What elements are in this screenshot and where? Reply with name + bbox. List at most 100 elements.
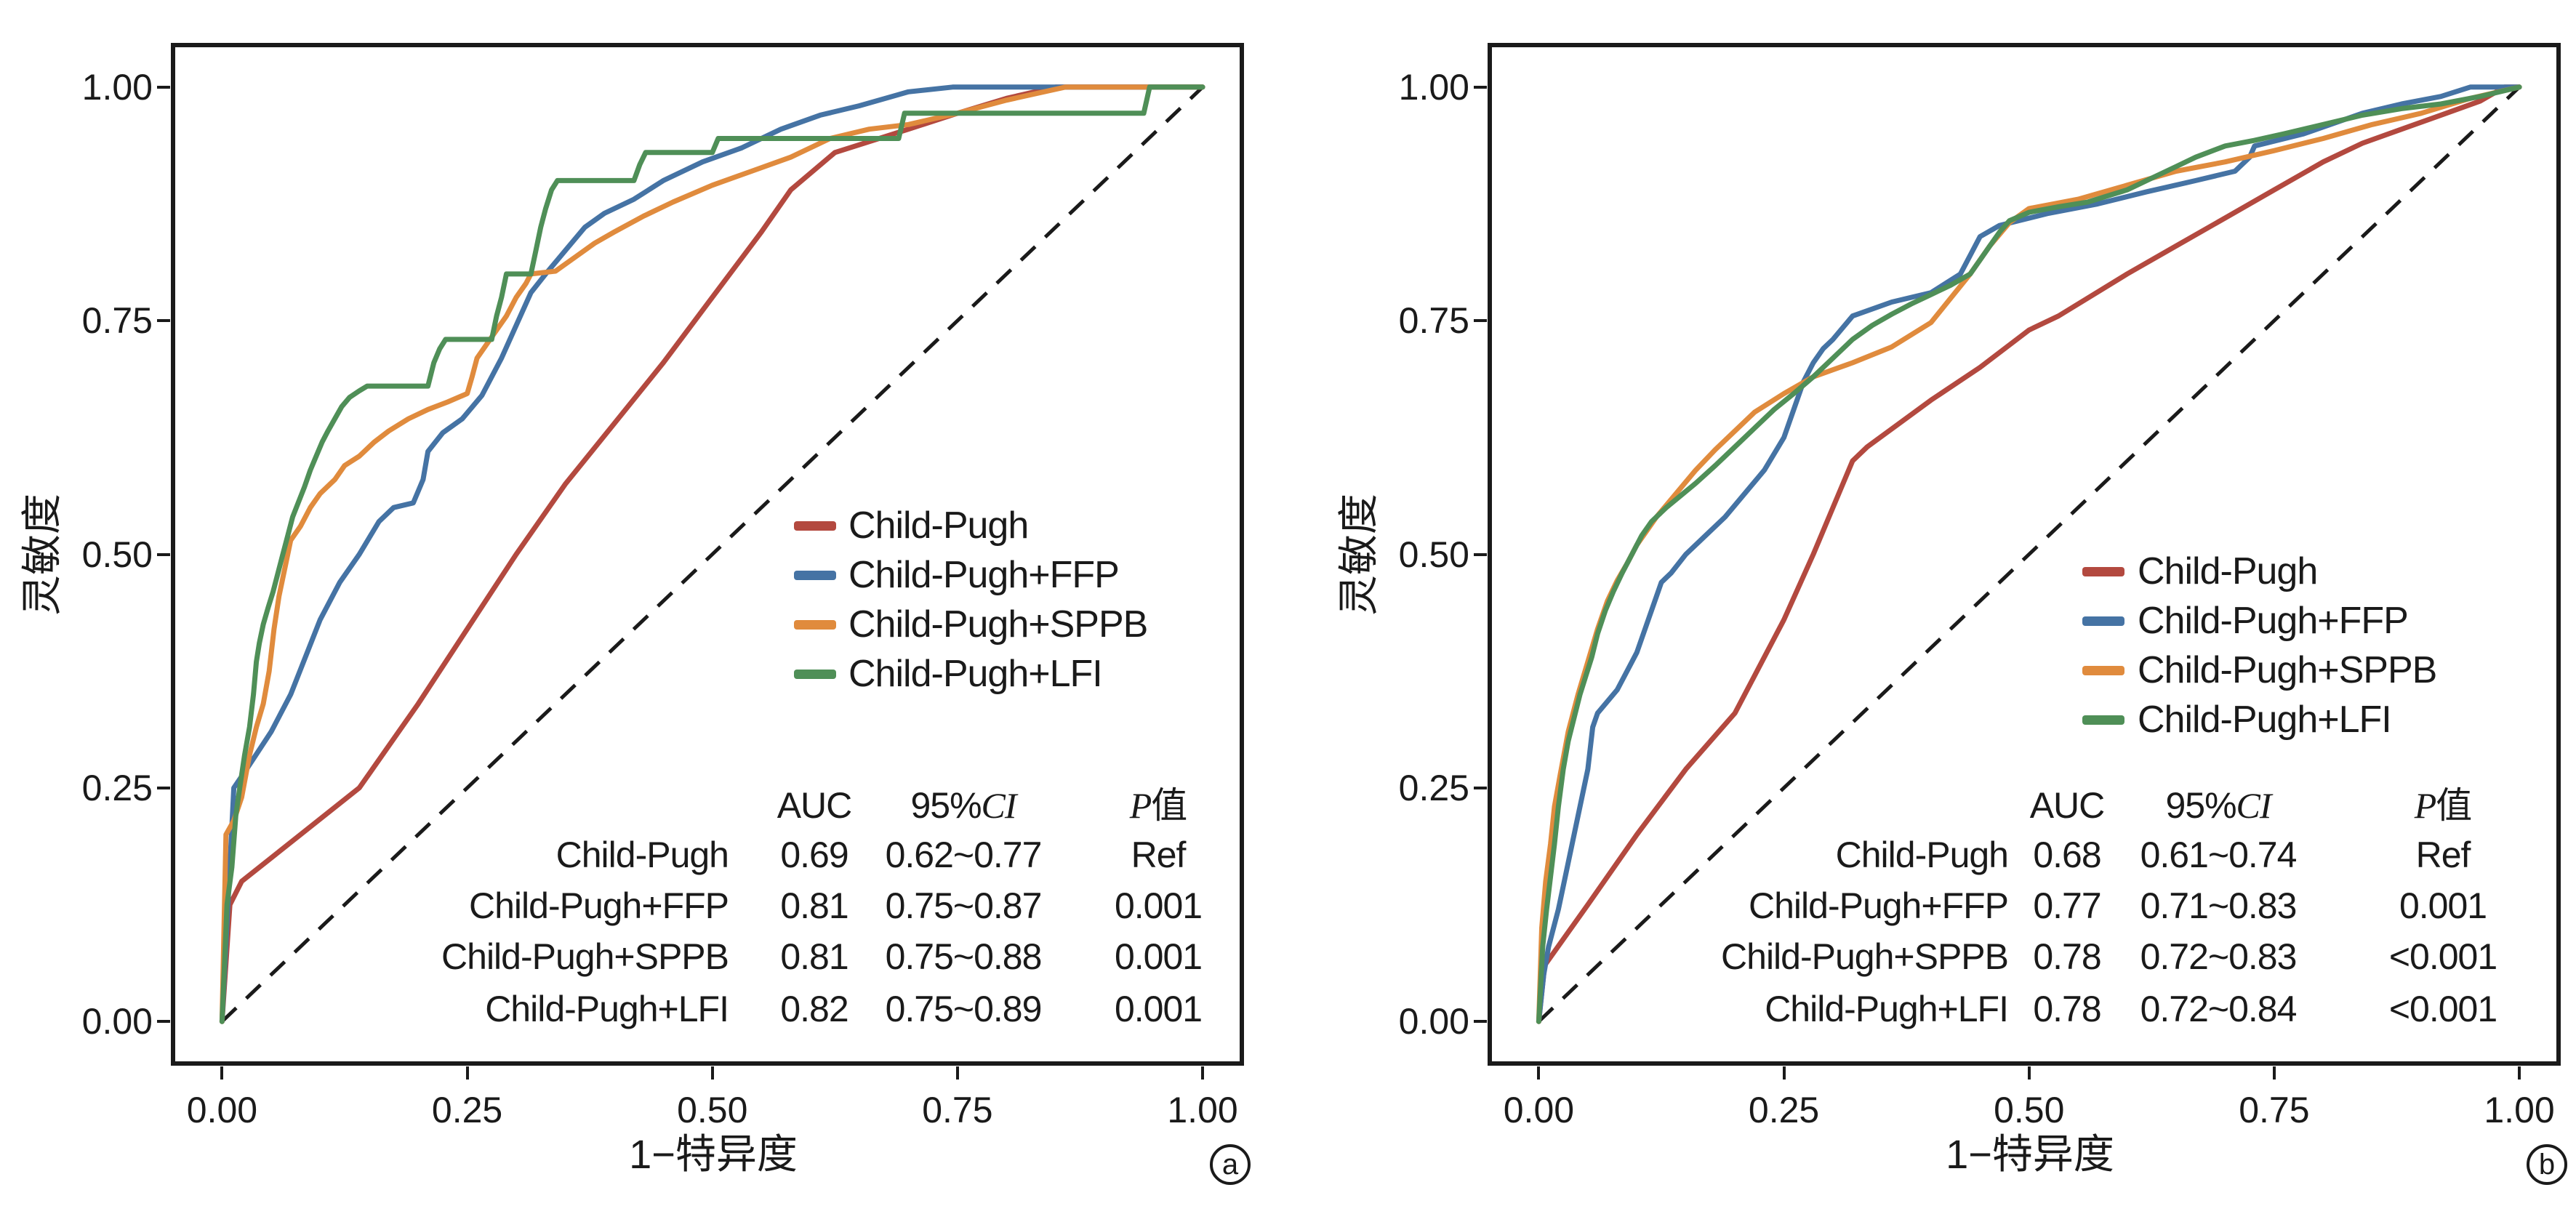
x-tick-a <box>465 1066 469 1080</box>
roc-curve-a-child-pugh-lfi <box>219 84 1205 1024</box>
legend-swatch-a-3 <box>794 670 836 679</box>
stats-row-p-b-1: 0.001 <box>2399 885 2487 926</box>
x-tick-a <box>955 1066 959 1080</box>
stats-header-ci-italic-a: CI <box>981 785 1017 826</box>
stats-row-auc-a-2: 0.81 <box>780 936 848 977</box>
stats-row-p-b-3: <0.001 <box>2388 989 2497 1029</box>
y-tick-label-b: 1.00 <box>1398 66 1469 108</box>
stats-header-ci-italic-b: CI <box>2236 785 2272 826</box>
x-tick-a <box>220 1066 224 1080</box>
plot-border-a <box>171 43 1244 1066</box>
y-tick-a <box>157 786 170 789</box>
legend-label-b-1: Child-Pugh+FFP <box>2138 600 2409 642</box>
stats-row-label-a-3: Child-Pugh+LFI <box>485 989 729 1029</box>
stats-row-p-a-0: Ref <box>1131 835 1187 875</box>
y-tick-label-b: 0.00 <box>1398 1001 1469 1042</box>
y-tick-label-a: 1.00 <box>81 66 153 108</box>
stats-header-auc-b: AUC <box>2029 785 2106 826</box>
y-tick-label-b: 0.25 <box>1398 767 1469 808</box>
stats-row-label-b-2: Child-Pugh+SPPB <box>1721 936 2009 977</box>
stats-row-auc-b-1: 0.77 <box>2033 885 2101 926</box>
stats-row-ci-a-3: 0.75~0.89 <box>885 989 1043 1029</box>
legend-label-b-0: Child-Pugh <box>2138 550 2318 592</box>
stats-row-ci-b-0: 0.61~0.74 <box>2140 835 2298 875</box>
stats-row-ci-a-2: 0.75~0.88 <box>885 936 1043 977</box>
legend-swatch-b-2 <box>2082 666 2124 675</box>
y-tick-label-a: 0.75 <box>81 300 153 342</box>
diagonal-reference-line-b <box>1537 85 2521 1024</box>
stats-header-ci-prefix-b: 95% <box>2165 785 2236 826</box>
legend-label-a-0: Child-Pugh <box>848 504 1029 547</box>
stats-row-label-a-1: Child-Pugh+FFP <box>469 885 729 926</box>
x-tick-b <box>2518 1066 2521 1080</box>
stats-row-p-b-0: Ref <box>2415 835 2471 875</box>
panel-label-b-text: b <box>2538 1149 2556 1181</box>
legend-swatch-b-3 <box>2082 715 2124 725</box>
y-tick-label-b: 0.75 <box>1398 300 1469 342</box>
stats-row-auc-a-0: 0.69 <box>780 835 848 875</box>
stats-row-ci-b-3: 0.72~0.84 <box>2140 989 2298 1029</box>
y-tick-label-a: 0.50 <box>81 534 153 575</box>
stats-row-ci-b-2: 0.72~0.83 <box>2140 936 2298 977</box>
y-tick-label-b: 0.50 <box>1398 534 1469 575</box>
stats-row-p-b-2: <0.001 <box>2388 936 2497 977</box>
stats-row-label-b-1: Child-Pugh+FFP <box>1749 885 2009 926</box>
stats-row-ci-b-1: 0.71~0.83 <box>2140 885 2298 926</box>
y-tick-b <box>1474 319 1487 323</box>
stats-row-p-a-1: 0.001 <box>1114 885 1203 926</box>
x-tick-b <box>1537 1066 1541 1080</box>
x-tick-label-b: 0.50 <box>1994 1090 2065 1130</box>
legend-label-a-3: Child-Pugh+LFI <box>848 653 1103 695</box>
y-tick-b <box>1474 85 1487 89</box>
stats-row-label-b-3: Child-Pugh+LFI <box>1765 989 2009 1029</box>
y-tick-b <box>1474 786 1487 789</box>
stats-row-auc-b-0: 0.68 <box>2033 835 2101 875</box>
x-tick-a <box>710 1066 714 1080</box>
x-tick-label-b: 0.25 <box>1748 1090 1820 1130</box>
stats-header-ci-a: 95%CI <box>847 786 1080 825</box>
legend-label-a-2: Child-Pugh+SPPB <box>848 603 1148 646</box>
y-tick-a <box>157 85 170 89</box>
stats-row-auc-b-3: 0.78 <box>2033 989 2101 1029</box>
roc-chart-b <box>1536 84 2522 1024</box>
x-tick-a <box>1201 1066 1205 1080</box>
stats-header-p-b: P值 <box>2348 786 2537 825</box>
legend-label-b-3: Child-Pugh+LFI <box>2138 699 2392 741</box>
legend-swatch-b-1 <box>2082 616 2124 626</box>
stats-row-auc-b-2: 0.78 <box>2033 936 2101 977</box>
x-tick-label-a: 0.50 <box>677 1090 748 1130</box>
stats-header-p-suffix-a: 值 <box>1151 785 1187 826</box>
plot-border-b <box>1488 43 2561 1066</box>
roc-curve-b-child-pugh <box>1536 84 2522 1024</box>
x-tick-label-a: 0.25 <box>431 1090 503 1130</box>
stats-row-label-a-2: Child-Pugh+SPPB <box>441 936 729 977</box>
legend-swatch-b-0 <box>2082 567 2124 576</box>
x-tick-b <box>1782 1066 1786 1080</box>
x-tick-b <box>2272 1066 2276 1080</box>
stats-header-p-italic-a: P <box>1129 785 1152 826</box>
stats-header-p-suffix-b: 值 <box>2436 785 2472 826</box>
legend-swatch-a-1 <box>794 571 836 580</box>
stats-header-auc-a: AUC <box>777 785 853 826</box>
panel-label-b: b <box>2527 1144 2567 1185</box>
panel-label-a: a <box>1210 1144 1251 1185</box>
y-tick-a <box>157 1020 170 1024</box>
stats-row-auc-a-1: 0.81 <box>780 885 848 926</box>
stats-header-ci-b: 95%CI <box>2102 786 2335 825</box>
roc-curve-a-child-pugh-sppb <box>219 84 1205 1024</box>
y-tick-a <box>157 552 170 556</box>
diagonal-reference-line-a <box>220 85 1204 1024</box>
y-tick-b <box>1474 1020 1487 1024</box>
stats-header-p-a: P值 <box>1064 786 1253 825</box>
legend-label-b-2: Child-Pugh+SPPB <box>2138 649 2437 691</box>
stats-row-p-a-3: 0.001 <box>1114 989 1203 1029</box>
x-tick-label-b: 1.00 <box>2484 1090 2555 1130</box>
y-tick-b <box>1474 552 1487 556</box>
y-tick-label-a: 0.25 <box>81 767 153 808</box>
stats-header-ci-prefix-a: 95% <box>910 785 982 826</box>
x-axis-label-a: 1−特异度 <box>629 1131 798 1177</box>
y-axis-label-b: 灵敏度 <box>1336 493 1381 616</box>
stats-row-label-a-0: Child-Pugh <box>555 835 729 875</box>
